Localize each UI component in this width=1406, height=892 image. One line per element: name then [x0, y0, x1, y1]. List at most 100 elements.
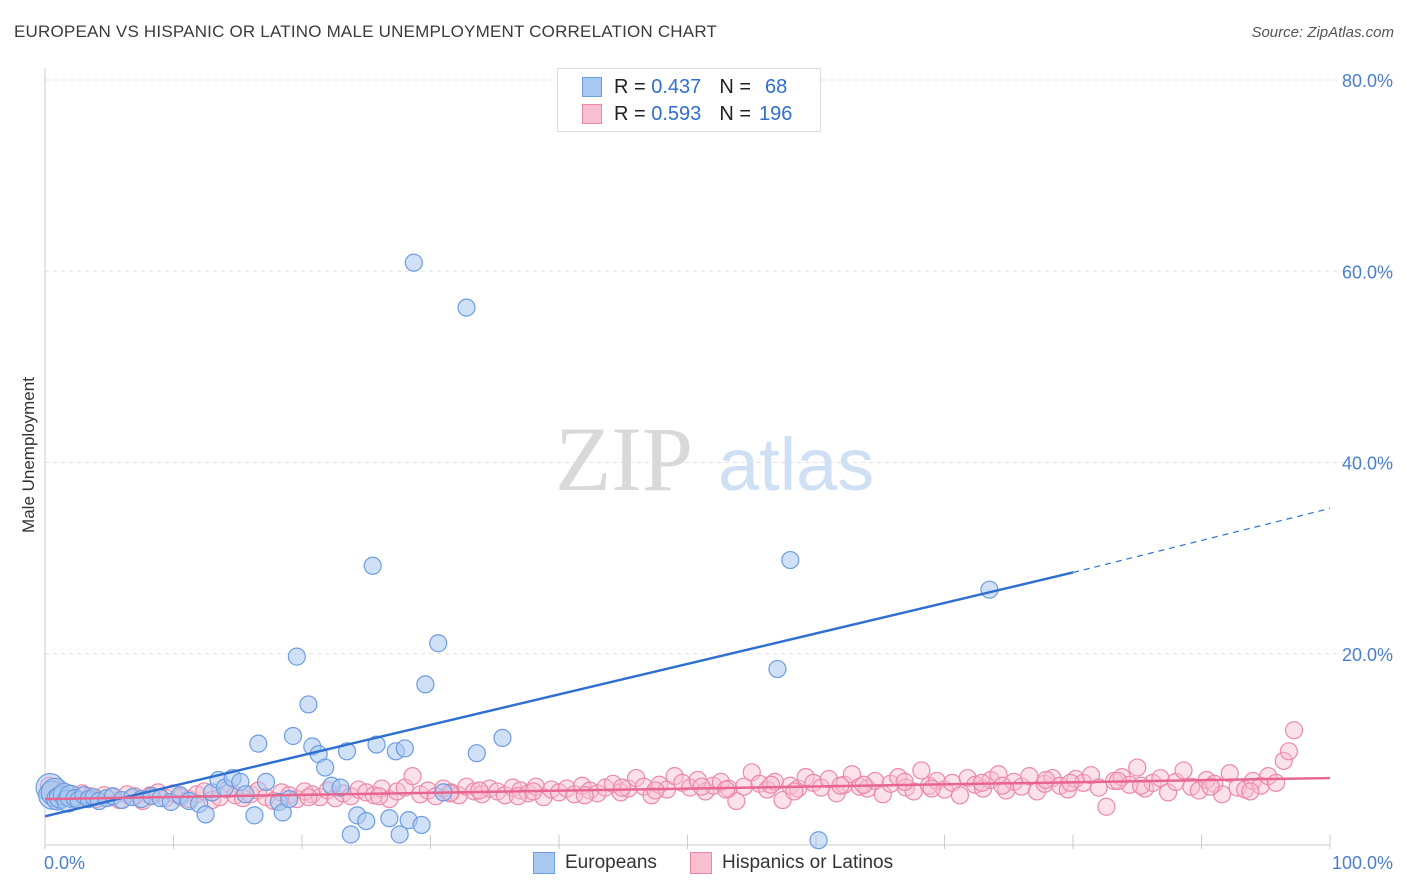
- hispanic-point: [1266, 773, 1286, 792]
- hispanic-point: [1284, 721, 1304, 740]
- european-point: [404, 253, 423, 272]
- hispanic-point: [646, 781, 665, 800]
- stats-legend: R = 0.437 N = 68 R = 0.593 N = 196: [557, 68, 821, 132]
- hispanic-point: [470, 781, 489, 800]
- hispanic-point: [1241, 782, 1260, 801]
- source-label: Source: ZipAtlas.com: [1251, 24, 1394, 41]
- legend-r-label: R =: [614, 75, 646, 98]
- y-tick-label: 20.0%: [1342, 645, 1393, 665]
- hispanic-point: [761, 775, 781, 794]
- watermark: ZIP atlas: [555, 408, 874, 510]
- european-points: [35, 253, 999, 850]
- european-point: [316, 758, 335, 777]
- european-point: [467, 744, 486, 763]
- hispanic-point: [716, 780, 736, 799]
- legend-item-hispanics[interactable]: Hispanics or Latinos: [690, 852, 893, 874]
- european-point: [236, 785, 255, 804]
- hispanic-point: [1174, 761, 1193, 780]
- legend-r-value: 0.593: [651, 102, 702, 125]
- legend-label-hispanics: Hispanics or Latinos: [722, 852, 894, 873]
- european-point: [416, 675, 435, 694]
- hispanic-point: [1220, 764, 1239, 783]
- legend-r-value: 0.437: [651, 75, 702, 98]
- european-point: [337, 742, 357, 761]
- hispanic-point: [403, 767, 422, 786]
- european-point: [457, 298, 476, 317]
- european-point: [357, 811, 376, 831]
- legend-row-europeans: R = 0.437 N = 68: [582, 74, 787, 100]
- hispanic-trend-line: [44, 776, 1331, 801]
- watermark-atlas: atlas: [718, 423, 874, 506]
- european-point: [283, 726, 303, 746]
- hispanic-point: [1279, 742, 1298, 761]
- y-axis-label: Male Unemployment: [19, 377, 38, 533]
- y-tick-label: 80.0%: [1342, 71, 1393, 91]
- european-point: [287, 647, 306, 666]
- hispanic-point: [1274, 751, 1293, 770]
- legend-n-value: 196: [759, 102, 793, 125]
- legend-item-europeans[interactable]: Europeans: [533, 852, 657, 874]
- grid-lines: [45, 79, 1395, 655]
- chart-title: EUROPEAN VS HISPANIC OR LATINO MALE UNEM…: [14, 22, 718, 41]
- european-point: [809, 831, 828, 850]
- european-point: [299, 695, 318, 714]
- hispanic-point: [912, 761, 931, 780]
- hispanic-point: [380, 789, 399, 809]
- y-tick-label: 40.0%: [1342, 454, 1393, 474]
- european-trend-line: [44, 571, 1074, 818]
- european-point: [367, 735, 386, 754]
- hispanic-point: [299, 788, 318, 807]
- hispanic-point: [950, 786, 970, 805]
- hispanic-point: [1132, 776, 1151, 795]
- x-tick-label: 100.0%: [1332, 853, 1393, 873]
- european-point: [245, 806, 264, 825]
- hispanic-point: [1036, 770, 1056, 790]
- legend-swatch-pink: [582, 104, 602, 124]
- y-tick-label: 60.0%: [1342, 262, 1393, 282]
- european-point: [256, 772, 276, 791]
- tick-labels: 20.0% 40.0% 60.0% 80.0% 0.0% 100.0%: [44, 71, 1393, 873]
- legend-n-label: N =: [719, 75, 751, 98]
- trend-lines: [44, 507, 1331, 818]
- hispanic-point: [1251, 776, 1270, 795]
- european-point: [395, 739, 414, 758]
- european-point: [280, 789, 299, 809]
- series-legend: Europeans Hispanics or Latinos: [0, 852, 1406, 878]
- european-point: [331, 778, 350, 797]
- legend-label-europeans: Europeans: [565, 852, 657, 873]
- hispanic-point: [1151, 768, 1170, 788]
- legend-n-label: N =: [719, 102, 751, 125]
- legend-swatch-europeans: [533, 852, 555, 874]
- hispanic-points: [39, 721, 1304, 816]
- european-point: [781, 550, 800, 570]
- legend-n-value: 68: [765, 75, 788, 98]
- hispanic-point: [895, 772, 914, 791]
- legend-r-label: R =: [614, 102, 646, 125]
- european-point: [390, 825, 409, 844]
- european-point: [341, 825, 360, 844]
- hispanic-point: [370, 787, 389, 806]
- hispanic-point: [1097, 797, 1116, 816]
- axes: [44, 68, 1331, 849]
- european-point: [196, 805, 215, 824]
- european-point: [363, 556, 382, 575]
- hispanic-point: [1089, 778, 1108, 797]
- european-point: [412, 815, 431, 835]
- hispanic-point: [1201, 777, 1220, 796]
- european-point: [493, 728, 512, 748]
- european-point: [380, 809, 399, 828]
- hispanic-point: [692, 777, 711, 796]
- hispanic-point: [922, 779, 941, 798]
- watermark-zip: ZIP: [555, 408, 693, 510]
- hispanic-point: [727, 791, 746, 811]
- hispanic-point: [993, 776, 1012, 795]
- european-point: [249, 734, 268, 753]
- european-point: [429, 634, 448, 653]
- hispanic-point: [1128, 758, 1147, 777]
- european-trend-extension: [1072, 507, 1331, 574]
- european-point: [768, 659, 787, 679]
- legend-row-hispanics: R = 0.593 N = 196: [582, 101, 792, 127]
- hispanic-point: [612, 778, 632, 797]
- x-tick-label: 0.0%: [44, 853, 85, 873]
